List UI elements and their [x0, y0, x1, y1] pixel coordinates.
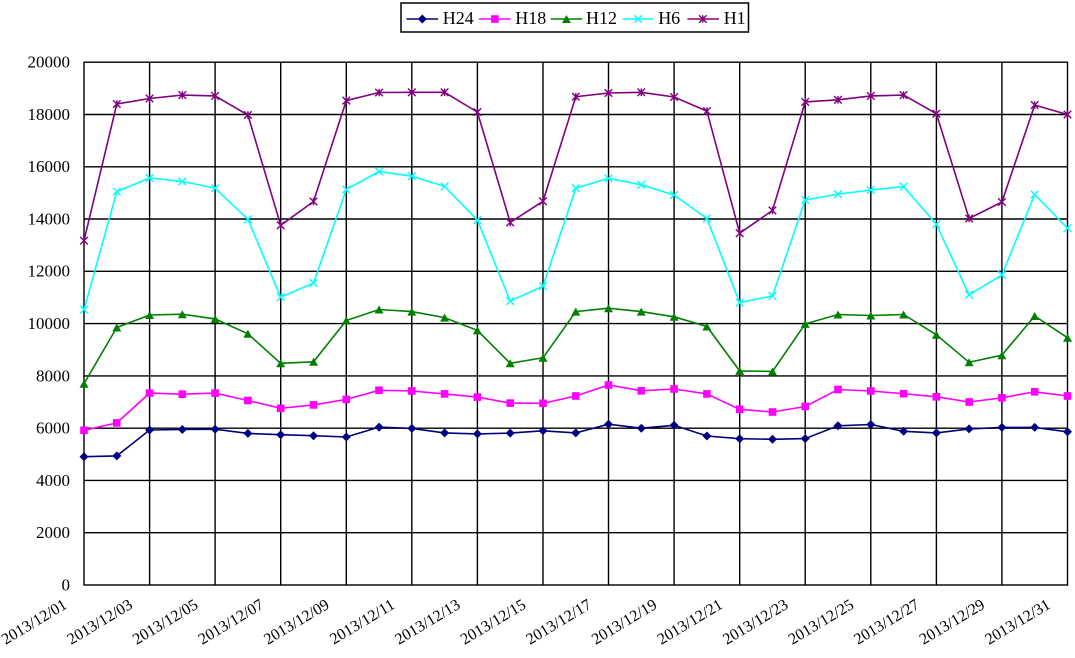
svg-text:0: 0 — [62, 575, 71, 594]
svg-text:4000: 4000 — [36, 471, 70, 490]
svg-text:18000: 18000 — [28, 105, 71, 124]
svg-text:2000: 2000 — [36, 523, 70, 542]
svg-text:10000: 10000 — [28, 314, 71, 333]
svg-text:6000: 6000 — [36, 419, 70, 438]
svg-text:8000: 8000 — [36, 366, 70, 385]
svg-text:20000: 20000 — [28, 53, 71, 72]
svg-text:H6: H6 — [658, 8, 680, 28]
svg-text:H24: H24 — [443, 8, 474, 28]
svg-text:14000: 14000 — [28, 209, 71, 228]
svg-text:16000: 16000 — [28, 157, 71, 176]
svg-text:H18: H18 — [515, 8, 546, 28]
svg-text:12000: 12000 — [28, 262, 71, 281]
svg-text:H12: H12 — [586, 8, 617, 28]
svg-text:H1: H1 — [724, 8, 746, 28]
